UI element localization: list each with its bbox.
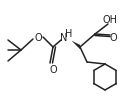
Text: O: O (109, 33, 117, 43)
Text: O: O (49, 65, 57, 75)
Polygon shape (72, 41, 80, 49)
Text: OH: OH (102, 15, 117, 25)
Text: O: O (34, 33, 42, 43)
Text: H: H (65, 29, 73, 39)
Text: N: N (60, 33, 68, 43)
